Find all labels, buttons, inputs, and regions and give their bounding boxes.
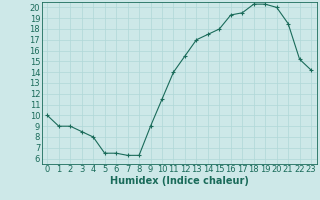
X-axis label: Humidex (Indice chaleur): Humidex (Indice chaleur) [110, 176, 249, 186]
